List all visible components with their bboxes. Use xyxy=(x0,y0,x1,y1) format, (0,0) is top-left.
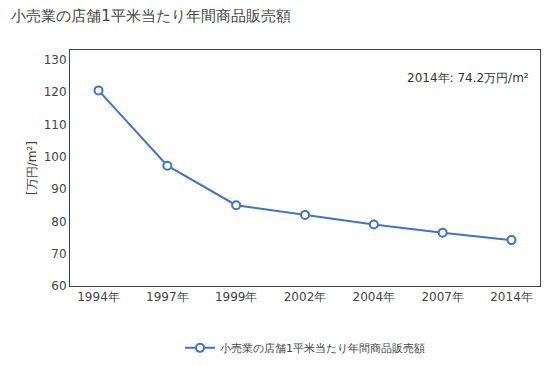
svg-text:100: 100 xyxy=(44,150,67,164)
svg-text:2014年: 2014年 xyxy=(490,290,533,304)
svg-text:2014年: 74.2万円/m²: 2014年: 74.2万円/m² xyxy=(407,71,529,85)
svg-text:60: 60 xyxy=(51,279,66,293)
svg-text:[万円/m²]: [万円/m²] xyxy=(25,141,39,195)
svg-text:小売業の店舗1平米当たり年間商品販売額: 小売業の店舗1平米当たり年間商品販売額 xyxy=(11,7,291,25)
svg-text:1999年: 1999年 xyxy=(215,290,258,304)
svg-text:90: 90 xyxy=(51,182,66,196)
svg-text:80: 80 xyxy=(51,215,66,229)
svg-text:1997年: 1997年 xyxy=(146,290,189,304)
svg-text:120: 120 xyxy=(44,85,67,99)
svg-text:2007年: 2007年 xyxy=(421,290,464,304)
svg-text:70: 70 xyxy=(51,247,66,261)
svg-text:110: 110 xyxy=(44,118,67,132)
svg-text:小売業の店舗1平米当たり年間商品販売額: 小売業の店舗1平米当たり年間商品販売額 xyxy=(220,342,425,355)
svg-text:2002年: 2002年 xyxy=(284,290,327,304)
svg-text:130: 130 xyxy=(44,53,67,67)
svg-text:2004年: 2004年 xyxy=(353,290,396,304)
svg-text:1994年: 1994年 xyxy=(77,290,120,304)
